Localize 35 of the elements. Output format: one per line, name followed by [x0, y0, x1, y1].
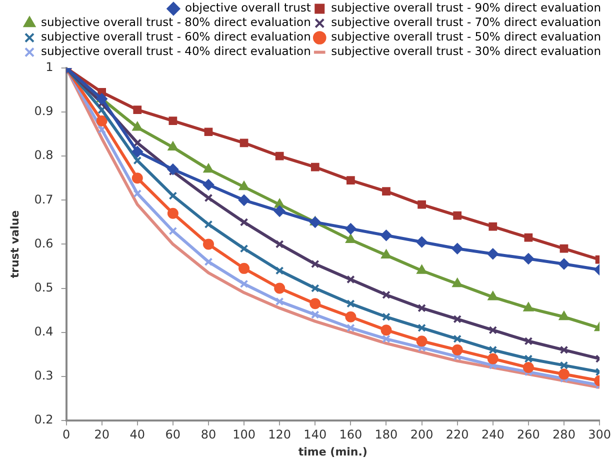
x-tick-label: 140: [304, 428, 327, 442]
legend-label: subjective overall trust - 30% direct evaluation: [331, 44, 601, 58]
x-tick-label: 300: [588, 428, 611, 442]
legend-label: subjective overall trust - 80% direct evaluation: [41, 15, 311, 30]
x-tick-label: 220: [446, 428, 469, 442]
x-tick-label: 40: [130, 428, 146, 442]
y-tick-label: 0.5: [34, 280, 54, 294]
y-tick-label: 0.7: [34, 192, 54, 206]
y-tick-label: 0.2: [34, 412, 54, 427]
y-tick-label: 0.6: [34, 236, 54, 250]
x-tick-label: 280: [552, 428, 576, 442]
y-tick-label: 0.8: [34, 148, 54, 162]
legend-label: subjective overall trust - 60% direct evaluation: [41, 30, 311, 44]
x-axis-title: time (min.): [298, 445, 368, 458]
legend-label: subjective overall trust - 40% direct evaluation: [41, 44, 311, 58]
x-tick-label: 240: [481, 428, 504, 442]
y-tick-label: 0.4: [34, 324, 54, 338]
legend-label: subjective overall trust - 50% direct evaluation: [331, 30, 601, 44]
x-tick-label: 260: [516, 428, 540, 442]
x-tick-label: 100: [232, 428, 256, 442]
legend-label: subjective overall trust - 70% direct evaluation: [331, 15, 601, 30]
legend-label: objective overall trust: [184, 0, 312, 15]
x-tick-label: 180: [374, 428, 398, 442]
x-tick-label: 120: [268, 428, 292, 442]
x-tick-label: 200: [410, 428, 434, 442]
x-tick-label: 60: [165, 428, 181, 442]
y-tick-label: 0.3: [34, 368, 54, 382]
x-tick-label: 80: [200, 428, 216, 442]
y-tick-label: 0.9: [34, 104, 54, 118]
x-tick-label: 160: [339, 428, 362, 442]
y-tick-label: 1: [46, 60, 54, 74]
legend-label: subjective overall trust - 90% direct evaluation: [331, 0, 601, 15]
x-tick-label: 20: [94, 428, 110, 442]
x-tick-label: 0: [62, 428, 70, 442]
y-axis-title: trust value: [8, 210, 22, 278]
